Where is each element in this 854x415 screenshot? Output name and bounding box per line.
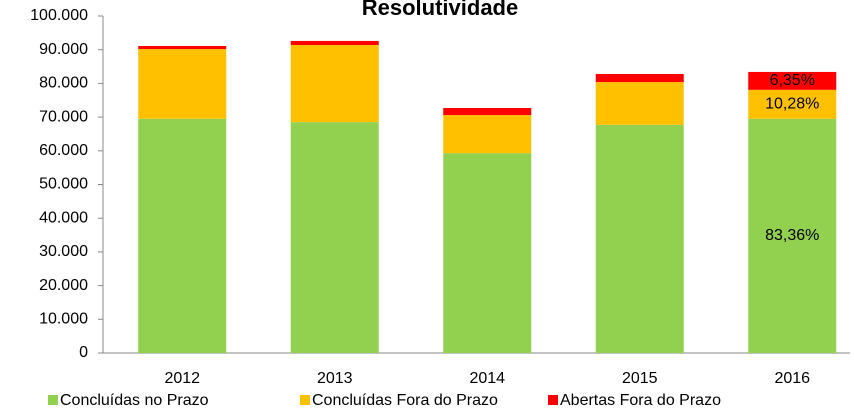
bar-segment [138, 118, 227, 353]
bar-segment [443, 108, 532, 116]
bar-segment [290, 40, 379, 45]
bar-segment [138, 49, 227, 119]
y-tick-label: 60.000 [39, 142, 88, 159]
bar-segment [748, 89, 837, 119]
bar-segment [748, 71, 837, 90]
data-label: 10,28% [765, 96, 819, 113]
chart-title: Resolutividade [362, 0, 518, 20]
y-tick-label: 0 [79, 344, 88, 361]
bar-segment [748, 118, 837, 353]
y-tick-label: 10.000 [39, 311, 88, 328]
legend-label: Concluídas Fora do Prazo [312, 392, 498, 409]
legend-swatch [300, 395, 310, 405]
bar-segment [443, 115, 532, 154]
y-tick-label: 40.000 [39, 209, 88, 226]
bar-segment [290, 44, 379, 123]
x-tick-label: 2015 [622, 370, 658, 387]
y-tick-label: 30.000 [39, 243, 88, 260]
data-label: 83,36% [765, 227, 819, 244]
y-tick-label: 90.000 [39, 41, 88, 58]
y-tick-label: 50.000 [39, 176, 88, 193]
bar-segment [595, 82, 684, 125]
y-tick-label: 70.000 [39, 108, 88, 125]
bar-segment [443, 153, 532, 353]
legend-label: Concluídas no Prazo [60, 392, 209, 409]
y-tick-label: 20.000 [39, 277, 88, 294]
y-tick-label: 100.000 [30, 7, 88, 24]
bar-segment [595, 124, 684, 353]
x-tick-label: 2016 [774, 370, 810, 387]
bar-segment [290, 122, 379, 353]
bar-segment [138, 45, 227, 50]
bar-segment [595, 73, 684, 83]
y-tick-label: 80.000 [39, 75, 88, 92]
x-tick-label: 2013 [317, 370, 353, 387]
x-tick-label: 2012 [164, 370, 200, 387]
legend-label: Abertas Fora do Prazo [560, 392, 721, 409]
legend-swatch [48, 395, 58, 405]
legend-swatch [548, 395, 558, 405]
data-label: 6,35% [770, 72, 815, 89]
x-tick-label: 2014 [469, 370, 505, 387]
